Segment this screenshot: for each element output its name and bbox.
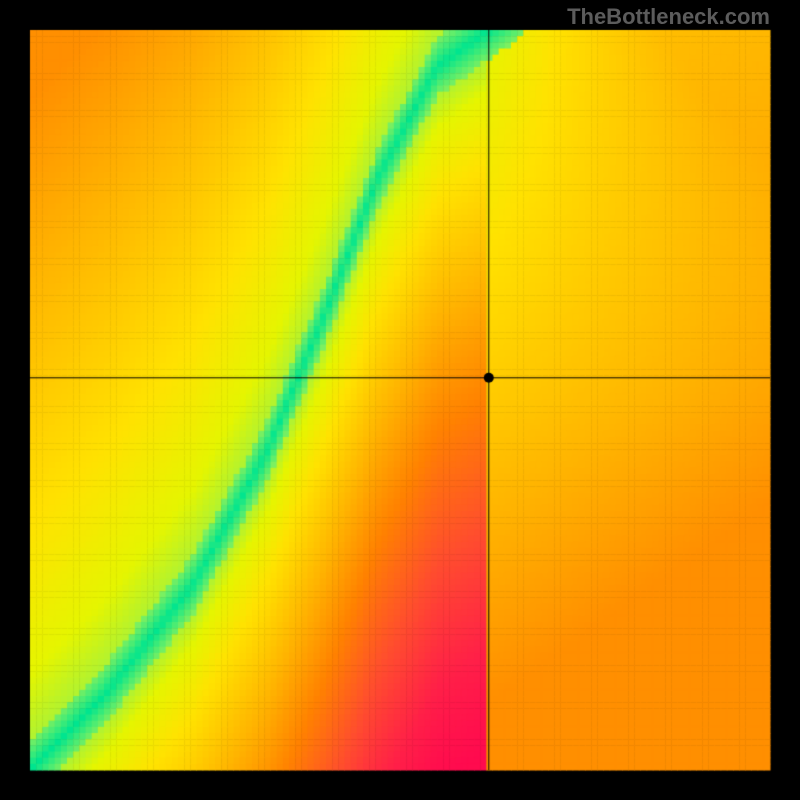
watermark-text: TheBottleneck.com [567,4,770,30]
heatmap-canvas [0,0,800,800]
chart-container: TheBottleneck.com [0,0,800,800]
